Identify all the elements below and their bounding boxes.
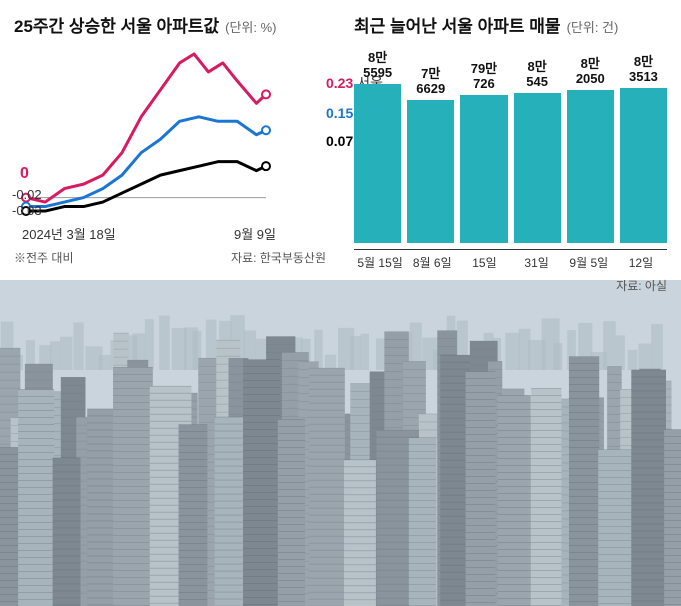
bar-value-label: 7만6629 xyxy=(416,67,445,97)
bar-value-label: 8만3513 xyxy=(629,55,658,85)
line-chart-unit: (단위: %) xyxy=(225,17,276,36)
bar-item: 8만2050 xyxy=(567,57,614,243)
line-chart-area: 0 -0.02 -0.03 0.23 서울0.15 수도권0.07 전국 xyxy=(14,45,326,220)
y-tick-0: -0.02 xyxy=(12,187,42,202)
bar-x-axis: 5월 15일8월 6일15일31일9월 5일12일 xyxy=(354,249,667,271)
bar-item: 79만726 xyxy=(460,62,507,243)
end-value: 0.07 xyxy=(326,133,353,149)
bar-rect xyxy=(514,93,561,243)
bar-rect xyxy=(460,95,507,243)
bar-chart-panel: 최근 늘어난 서울 아파트 매물 (단위: 건) 8만5595 7만6629 79만… xyxy=(340,0,681,280)
line-chart-panel: 25주간 상승한 서울 아파트값 (단위: %) 0 -0.02 -0.03 0… xyxy=(0,0,340,280)
bar-chart-title: 최근 늘어난 서울 아파트 매물 xyxy=(354,12,561,37)
bar-rect xyxy=(407,100,454,243)
bar-item: 8만3513 xyxy=(620,55,667,243)
line-x-end: 9월 9일 xyxy=(234,224,276,243)
line-footnote-left: ※전주 대비 xyxy=(14,249,74,266)
line-start-value: 0 xyxy=(20,165,29,183)
bar-rect xyxy=(620,88,667,243)
bar-item: 7만6629 xyxy=(407,67,454,243)
y-tick-1: -0.03 xyxy=(12,203,42,218)
bar-x-label: 31일 xyxy=(511,254,563,271)
line-chart-svg xyxy=(14,45,326,220)
line-chart-title: 25주간 상승한 서울 아파트값 xyxy=(14,12,219,37)
bar-value-label: 8만5595 xyxy=(363,51,392,81)
bar-footnote: 자료: 아실 xyxy=(354,277,667,294)
bar-x-label: 8월 6일 xyxy=(406,254,458,271)
bar-footnote-right: 자료: 아실 xyxy=(616,277,667,294)
bar-value-label: 8만545 xyxy=(526,60,548,90)
cityscape-background xyxy=(0,280,681,606)
line-x-start: 2024년 3월 18일 xyxy=(22,224,116,243)
end-value: 0.15 xyxy=(326,105,353,121)
line-chart-title-row: 25주간 상승한 서울 아파트값 (단위: %) xyxy=(14,12,326,37)
line-footnote: ※전주 대비 자료: 한국부동산원 xyxy=(14,249,326,266)
line-x-axis: 2024년 3월 18일 9월 9일 xyxy=(14,224,326,243)
bar-chart-unit: (단위: 건) xyxy=(567,17,619,36)
bar-x-label: 12일 xyxy=(615,254,667,271)
bar-value-label: 79만726 xyxy=(471,62,497,92)
bar-x-label: 15일 xyxy=(458,254,510,271)
bar-item: 8만5595 xyxy=(354,51,401,243)
bar-x-label: 5월 15일 xyxy=(354,254,406,271)
bar-item: 8만545 xyxy=(514,60,561,243)
bar-rect xyxy=(354,84,401,243)
charts-container: 25주간 상승한 서울 아파트값 (단위: %) 0 -0.02 -0.03 0… xyxy=(0,0,681,280)
bar-chart-area: 8만5595 7만6629 79만726 8만545 8만2050 8만3513 xyxy=(354,43,667,243)
bar-chart-title-row: 최근 늘어난 서울 아파트 매물 (단위: 건) xyxy=(354,12,667,37)
bar-value-label: 8만2050 xyxy=(576,57,605,87)
end-value: 0.23 xyxy=(326,75,353,91)
bar-rect xyxy=(567,90,614,243)
bar-x-label: 9월 5일 xyxy=(563,254,615,271)
line-footnote-right: 자료: 한국부동산원 xyxy=(231,249,326,266)
